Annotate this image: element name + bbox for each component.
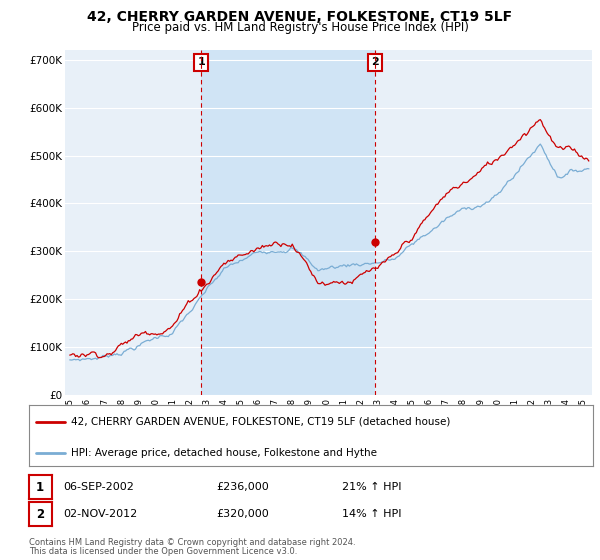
Text: Contains HM Land Registry data © Crown copyright and database right 2024.: Contains HM Land Registry data © Crown c… bbox=[29, 538, 355, 547]
Text: 42, CHERRY GARDEN AVENUE, FOLKESTONE, CT19 5LF: 42, CHERRY GARDEN AVENUE, FOLKESTONE, CT… bbox=[88, 10, 512, 24]
Text: 21% ↑ HPI: 21% ↑ HPI bbox=[342, 482, 401, 492]
Text: 2: 2 bbox=[371, 57, 379, 67]
Text: Price paid vs. HM Land Registry's House Price Index (HPI): Price paid vs. HM Land Registry's House … bbox=[131, 21, 469, 34]
Text: 02-NOV-2012: 02-NOV-2012 bbox=[63, 509, 137, 519]
Text: This data is licensed under the Open Government Licence v3.0.: This data is licensed under the Open Gov… bbox=[29, 547, 297, 556]
Text: HPI: Average price, detached house, Folkestone and Hythe: HPI: Average price, detached house, Folk… bbox=[71, 447, 377, 458]
Text: 42, CHERRY GARDEN AVENUE, FOLKESTONE, CT19 5LF (detached house): 42, CHERRY GARDEN AVENUE, FOLKESTONE, CT… bbox=[71, 417, 451, 427]
Text: 1: 1 bbox=[197, 57, 205, 67]
Text: 06-SEP-2002: 06-SEP-2002 bbox=[63, 482, 134, 492]
Text: 1: 1 bbox=[36, 480, 44, 494]
Bar bbox=[201, 50, 375, 395]
Text: £320,000: £320,000 bbox=[216, 509, 269, 519]
Text: 14% ↑ HPI: 14% ↑ HPI bbox=[342, 509, 401, 519]
Text: £236,000: £236,000 bbox=[216, 482, 269, 492]
Text: 2: 2 bbox=[36, 507, 44, 521]
